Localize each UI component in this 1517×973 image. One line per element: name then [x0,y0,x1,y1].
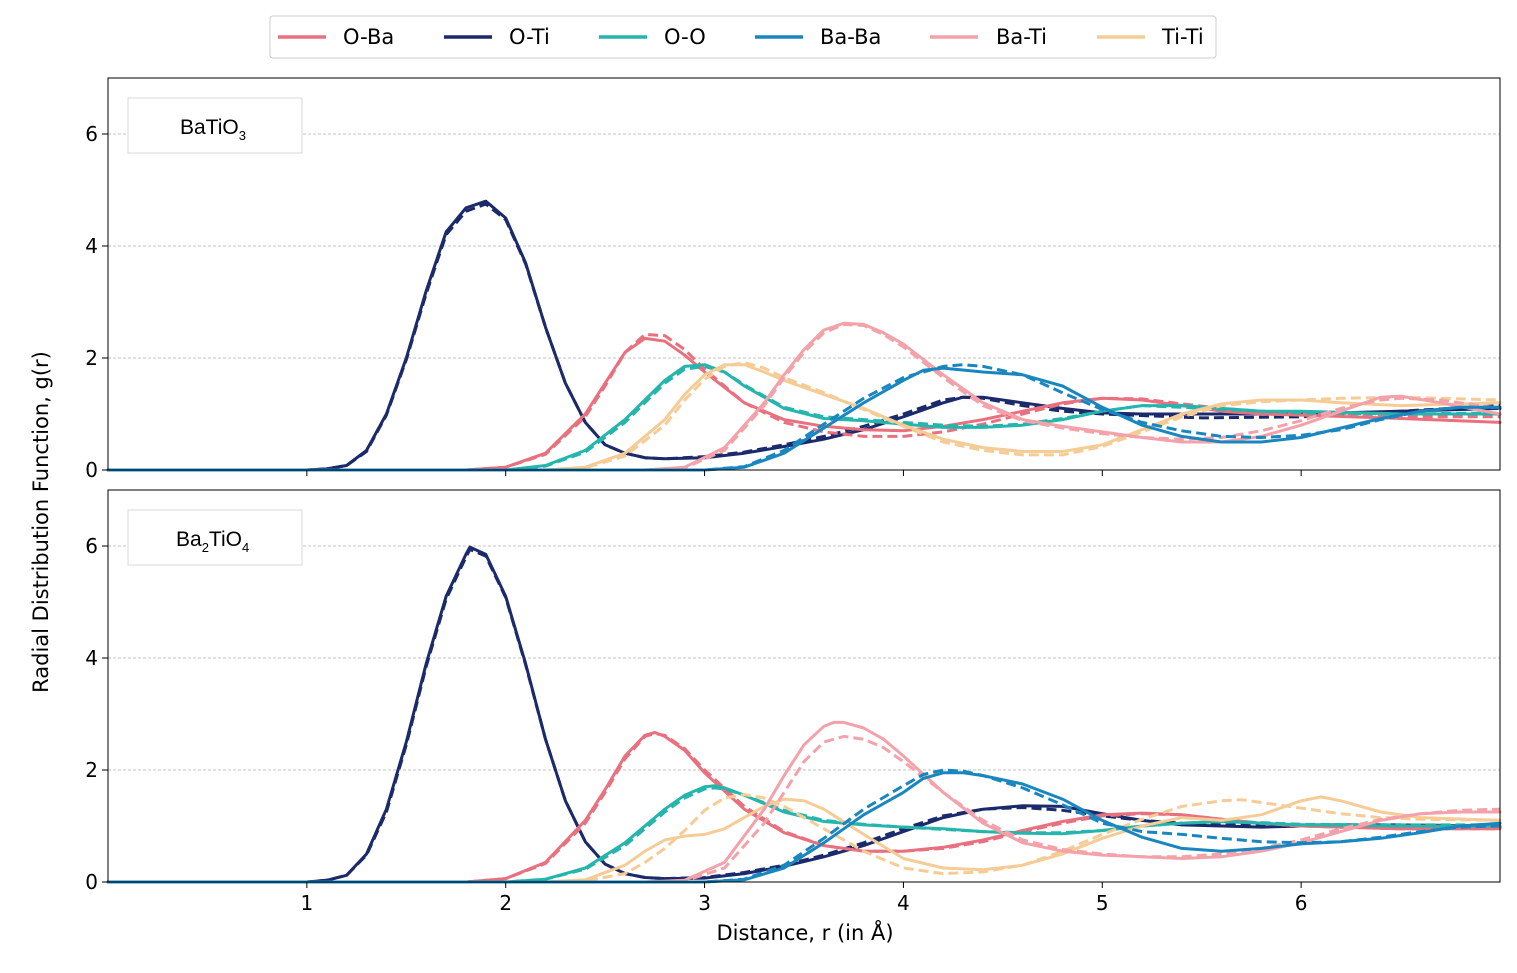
y-axis-label: Radial Distribution Function, g(r) [29,351,53,693]
y-tick-label: 6 [85,534,98,558]
x-tick-label: 4 [897,891,910,915]
series-line-ba-ti-solid [106,720,1502,884]
y-tick-label: 2 [85,346,98,370]
panel-label-text: Ba2TiO4 [176,528,249,555]
panel-label-main: BaTiO [180,116,239,139]
legend-label-ba-ti: Ba-Ti [996,25,1047,49]
series-line-o-ti-dashed [108,547,1501,884]
series-line-ba-ba-dashed [108,363,1500,472]
y-tick-label: 0 [85,458,98,482]
series-line-ti-ti-solid [106,795,1502,884]
x-tick-label: 5 [1096,891,1109,915]
y-tick-label: 0 [85,870,98,894]
panel-top: 0 2 4 6 BaTiO3 [85,77,1502,482]
legend-label-o-ti: O-Ti [509,25,550,49]
x-tick-label: 2 [499,891,512,915]
axes-frame-bottom [107,489,1501,883]
y-ticks-bottom: 0 2 4 6 [85,534,108,894]
panel-label-main: Ba [176,528,202,551]
legend-label-o-o: O-O [664,25,706,49]
y-tick-label: 4 [85,646,98,670]
panel-label-top: BaTiO3 [127,97,303,154]
panel-label-box [127,97,303,154]
panel-label-subscript: 2 [202,540,209,555]
y-tick-label: 4 [85,234,98,258]
panel-label-text: BaTiO3 [180,116,246,143]
legend: O-Ba O-Ti O-O Ba-Ba Ba-Ti Ti-Ti [269,15,1217,59]
panel-label-subscript: 4 [242,540,249,555]
panel-label-main-rest: TiO [209,528,242,551]
series-line-ba-ti-solid [106,321,1502,472]
series-group-top [106,199,1502,472]
panel-label-box [127,509,303,566]
legend-frame [269,15,1217,59]
plot-area-top [108,78,1500,470]
y-ticks-top: 0 2 4 6 [85,122,1302,482]
series-line-ba-ti-dashed [108,322,1501,472]
panel-label-subscript: 3 [239,128,246,143]
x-tick-label: 6 [1295,891,1308,915]
grid-bottom [108,545,1500,771]
axes-frame-top [107,77,1501,471]
y-tick-label: 2 [85,758,98,782]
series-group-bottom [106,545,1502,884]
series-line-ti-ti-dashed [108,361,1501,472]
legend-label-ba-ba: Ba-Ba [820,25,881,49]
legend-label-o-ba: O-Ba [343,25,394,49]
x-ticks-bottom: 1 2 3 4 5 6 [300,882,1308,915]
x-tick-label: 3 [698,891,711,915]
series-line-ba-ti-dashed [108,734,1501,884]
x-axis-label: Distance, r (in Å) [716,919,893,945]
series-line-ba-ba-dashed [108,768,1501,884]
grid-top [108,133,1500,359]
series-line-ti-ti-dashed [108,793,1501,884]
legend-label-ti-ti: Ti-Ti [1161,25,1204,49]
y-tick-label: 6 [85,122,98,146]
panel-label-bottom: Ba2TiO4 [127,509,303,566]
x-tick-label: 1 [300,891,313,915]
series-line-o-ti-dashed [108,202,1501,472]
series-line-o-ba-dashed [108,732,1500,884]
